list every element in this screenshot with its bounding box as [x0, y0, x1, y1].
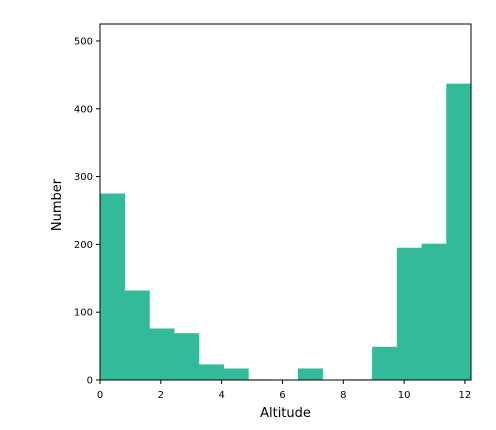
- y-tick-label: 300: [74, 172, 93, 183]
- plot-frame: [99, 23, 472, 381]
- x-tick-label: 6: [279, 390, 285, 401]
- x-tick-label: 0: [97, 390, 103, 401]
- y-tick-label: 100: [74, 308, 93, 319]
- histogram-bar-5: [223, 368, 249, 380]
- y-axis-title: Number: [50, 178, 65, 231]
- histogram-bars: [100, 83, 472, 381]
- histogram-bar-14: [446, 83, 472, 381]
- y-tick-label: 500: [74, 36, 93, 47]
- y-tick-label: 0: [87, 376, 93, 387]
- histogram-bar-11: [372, 346, 398, 380]
- x-tick-label: 8: [340, 390, 346, 401]
- histogram-bar-1: [124, 290, 150, 380]
- x-tick-label: 12: [459, 390, 472, 401]
- histogram-bar-0: [100, 193, 126, 380]
- histogram-bar-2: [149, 328, 175, 380]
- y-tick-label: 200: [74, 240, 93, 251]
- histogram-bar-13: [421, 243, 447, 380]
- x-tick-label: 2: [158, 390, 164, 401]
- x-tick-label: 4: [218, 390, 224, 401]
- x-axis-title: Altitude: [260, 406, 311, 421]
- histogram-bar-12: [396, 247, 422, 380]
- x-tick-label: 10: [398, 390, 411, 401]
- y-tick-label: 400: [74, 104, 93, 115]
- x-axis-ticks: 0 2 4 6 8 10 12: [97, 380, 471, 401]
- y-axis-ticks: 0 100 200 300 400 500: [74, 36, 100, 387]
- histogram-bar-4: [198, 364, 224, 380]
- histogram-bar-8: [297, 368, 323, 380]
- histogram-bar-3: [174, 333, 200, 380]
